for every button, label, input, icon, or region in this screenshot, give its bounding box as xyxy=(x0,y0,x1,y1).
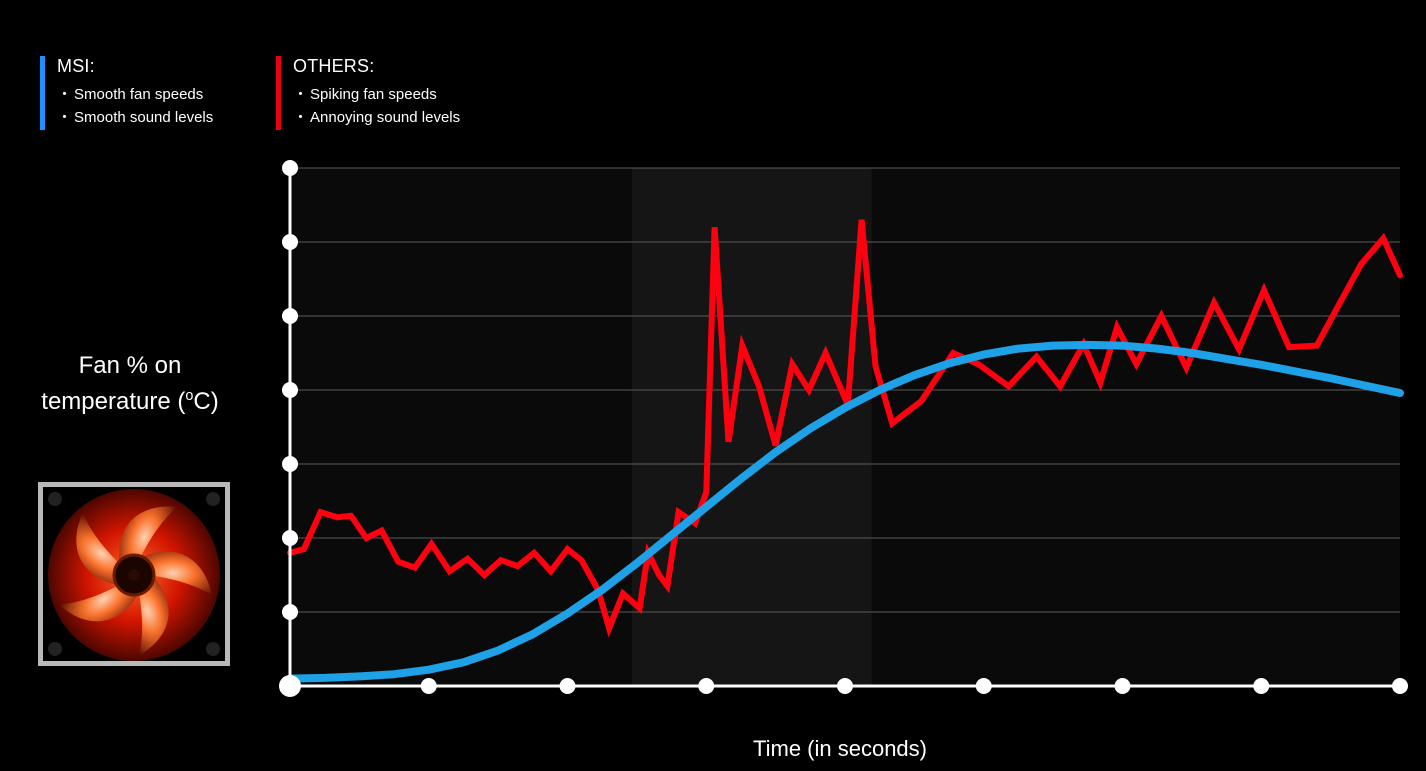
y-tick-marker xyxy=(282,308,298,324)
chart-svg xyxy=(280,164,1400,716)
x-tick-marker xyxy=(837,678,853,694)
legend-body: MSI: Smooth fan speedsSmooth sound levels xyxy=(57,56,213,130)
legend-others: OTHERS: Spiking fan speedsAnnoying sound … xyxy=(276,56,460,130)
fan-svg xyxy=(43,487,225,661)
legend-msi: MSI: Smooth fan speedsSmooth sound levels xyxy=(40,56,213,130)
fan-image xyxy=(38,482,230,666)
legend-bar xyxy=(276,56,281,130)
shade-band xyxy=(632,168,872,686)
y-tick-marker xyxy=(282,604,298,620)
x-tick-marker xyxy=(1392,678,1408,694)
legend-item: Annoying sound levels xyxy=(293,106,460,129)
y-tick-marker xyxy=(282,160,298,176)
x-axis-title: Time (in seconds) xyxy=(280,736,1400,762)
legend-title: OTHERS: xyxy=(293,56,460,77)
y-tick-marker xyxy=(282,530,298,546)
page-root: MSI: Smooth fan speedsSmooth sound levels… xyxy=(0,0,1426,771)
legend-bar xyxy=(40,56,45,130)
y-tick-marker xyxy=(282,234,298,250)
x-tick-marker xyxy=(1253,678,1269,694)
chart xyxy=(280,164,1400,716)
legend-body: OTHERS: Spiking fan speedsAnnoying sound … xyxy=(293,56,460,130)
y-tick-marker xyxy=(279,675,301,697)
x-tick-marker xyxy=(421,678,437,694)
legend-item: Spiking fan speeds xyxy=(293,83,460,106)
x-tick-marker xyxy=(698,678,714,694)
legend-item: Smooth fan speeds xyxy=(57,83,213,106)
y-axis-title-line2: temperature (oC) xyxy=(41,388,218,415)
y-tick-marker xyxy=(282,456,298,472)
y-tick-marker xyxy=(282,382,298,398)
legend-item: Smooth sound levels xyxy=(57,106,213,129)
legend-title: MSI: xyxy=(57,56,213,77)
y-axis-title-line1: Fan % on xyxy=(79,352,182,379)
y-axis-title: Fan % on temperature (oC) xyxy=(0,348,260,420)
x-tick-marker xyxy=(976,678,992,694)
x-tick-marker xyxy=(1115,678,1131,694)
x-tick-marker xyxy=(560,678,576,694)
